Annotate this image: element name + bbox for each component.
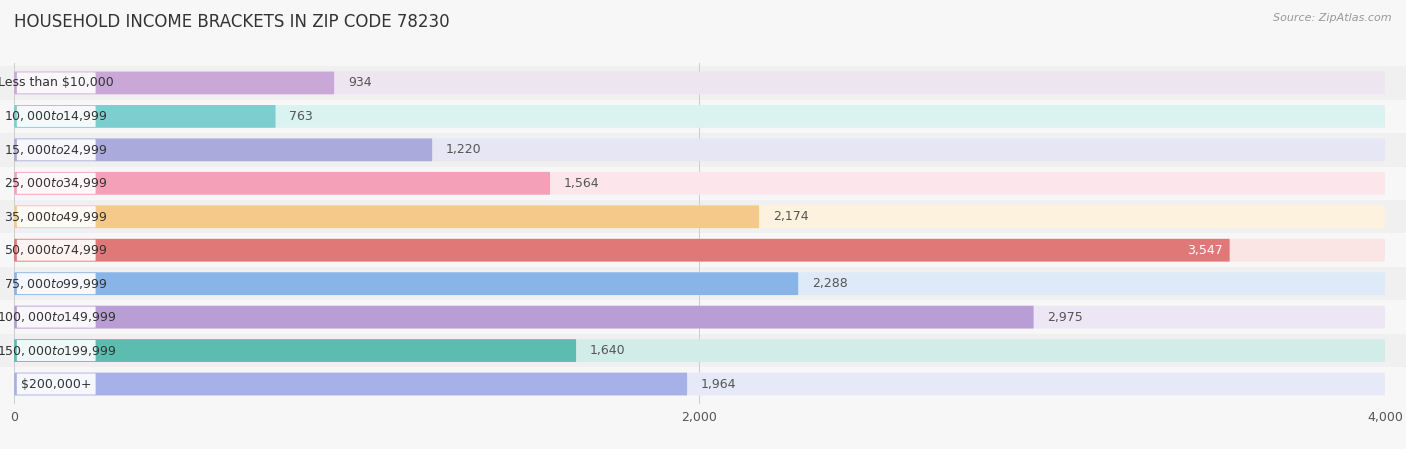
FancyBboxPatch shape xyxy=(0,267,1406,300)
FancyBboxPatch shape xyxy=(0,200,1406,233)
Text: 1,964: 1,964 xyxy=(700,378,737,391)
Text: 1,564: 1,564 xyxy=(564,177,599,190)
Text: 2,174: 2,174 xyxy=(773,210,808,223)
Text: $75,000 to $99,999: $75,000 to $99,999 xyxy=(4,277,108,291)
FancyBboxPatch shape xyxy=(17,106,96,127)
FancyBboxPatch shape xyxy=(17,72,96,93)
Text: 3,547: 3,547 xyxy=(1187,244,1223,257)
FancyBboxPatch shape xyxy=(14,306,1033,329)
FancyBboxPatch shape xyxy=(0,367,1406,401)
FancyBboxPatch shape xyxy=(14,306,1385,329)
Text: Source: ZipAtlas.com: Source: ZipAtlas.com xyxy=(1274,13,1392,23)
Text: HOUSEHOLD INCOME BRACKETS IN ZIP CODE 78230: HOUSEHOLD INCOME BRACKETS IN ZIP CODE 78… xyxy=(14,13,450,31)
FancyBboxPatch shape xyxy=(14,71,335,94)
FancyBboxPatch shape xyxy=(0,133,1406,167)
Text: Less than $10,000: Less than $10,000 xyxy=(0,76,114,89)
FancyBboxPatch shape xyxy=(14,138,432,161)
FancyBboxPatch shape xyxy=(14,138,1385,161)
Text: $50,000 to $74,999: $50,000 to $74,999 xyxy=(4,243,108,257)
FancyBboxPatch shape xyxy=(14,272,1385,295)
Text: 2,288: 2,288 xyxy=(811,277,848,290)
FancyBboxPatch shape xyxy=(14,105,276,128)
FancyBboxPatch shape xyxy=(14,172,1385,195)
FancyBboxPatch shape xyxy=(0,167,1406,200)
Text: 1,220: 1,220 xyxy=(446,143,481,156)
Text: $200,000+: $200,000+ xyxy=(21,378,91,391)
FancyBboxPatch shape xyxy=(14,339,576,362)
Text: 1,640: 1,640 xyxy=(591,344,626,357)
FancyBboxPatch shape xyxy=(14,373,688,396)
Text: $150,000 to $199,999: $150,000 to $199,999 xyxy=(0,343,115,357)
FancyBboxPatch shape xyxy=(14,373,1385,396)
FancyBboxPatch shape xyxy=(17,240,96,261)
FancyBboxPatch shape xyxy=(14,172,550,195)
Text: $10,000 to $14,999: $10,000 to $14,999 xyxy=(4,110,108,123)
Text: $25,000 to $34,999: $25,000 to $34,999 xyxy=(4,176,108,190)
FancyBboxPatch shape xyxy=(14,205,1385,228)
FancyBboxPatch shape xyxy=(14,239,1385,262)
FancyBboxPatch shape xyxy=(14,239,1230,262)
FancyBboxPatch shape xyxy=(17,273,96,294)
FancyBboxPatch shape xyxy=(14,339,1385,362)
FancyBboxPatch shape xyxy=(17,307,96,328)
FancyBboxPatch shape xyxy=(17,173,96,194)
FancyBboxPatch shape xyxy=(17,340,96,361)
FancyBboxPatch shape xyxy=(0,233,1406,267)
FancyBboxPatch shape xyxy=(17,206,96,227)
Text: $15,000 to $24,999: $15,000 to $24,999 xyxy=(4,143,108,157)
FancyBboxPatch shape xyxy=(0,300,1406,334)
Text: 2,975: 2,975 xyxy=(1047,311,1083,324)
FancyBboxPatch shape xyxy=(0,334,1406,367)
Text: $100,000 to $149,999: $100,000 to $149,999 xyxy=(0,310,115,324)
FancyBboxPatch shape xyxy=(14,71,1385,94)
FancyBboxPatch shape xyxy=(0,100,1406,133)
Text: 934: 934 xyxy=(347,76,371,89)
FancyBboxPatch shape xyxy=(14,205,759,228)
Text: $35,000 to $49,999: $35,000 to $49,999 xyxy=(4,210,108,224)
FancyBboxPatch shape xyxy=(17,374,96,395)
FancyBboxPatch shape xyxy=(14,272,799,295)
FancyBboxPatch shape xyxy=(17,139,96,160)
FancyBboxPatch shape xyxy=(0,66,1406,100)
Text: 763: 763 xyxy=(290,110,314,123)
FancyBboxPatch shape xyxy=(14,105,1385,128)
